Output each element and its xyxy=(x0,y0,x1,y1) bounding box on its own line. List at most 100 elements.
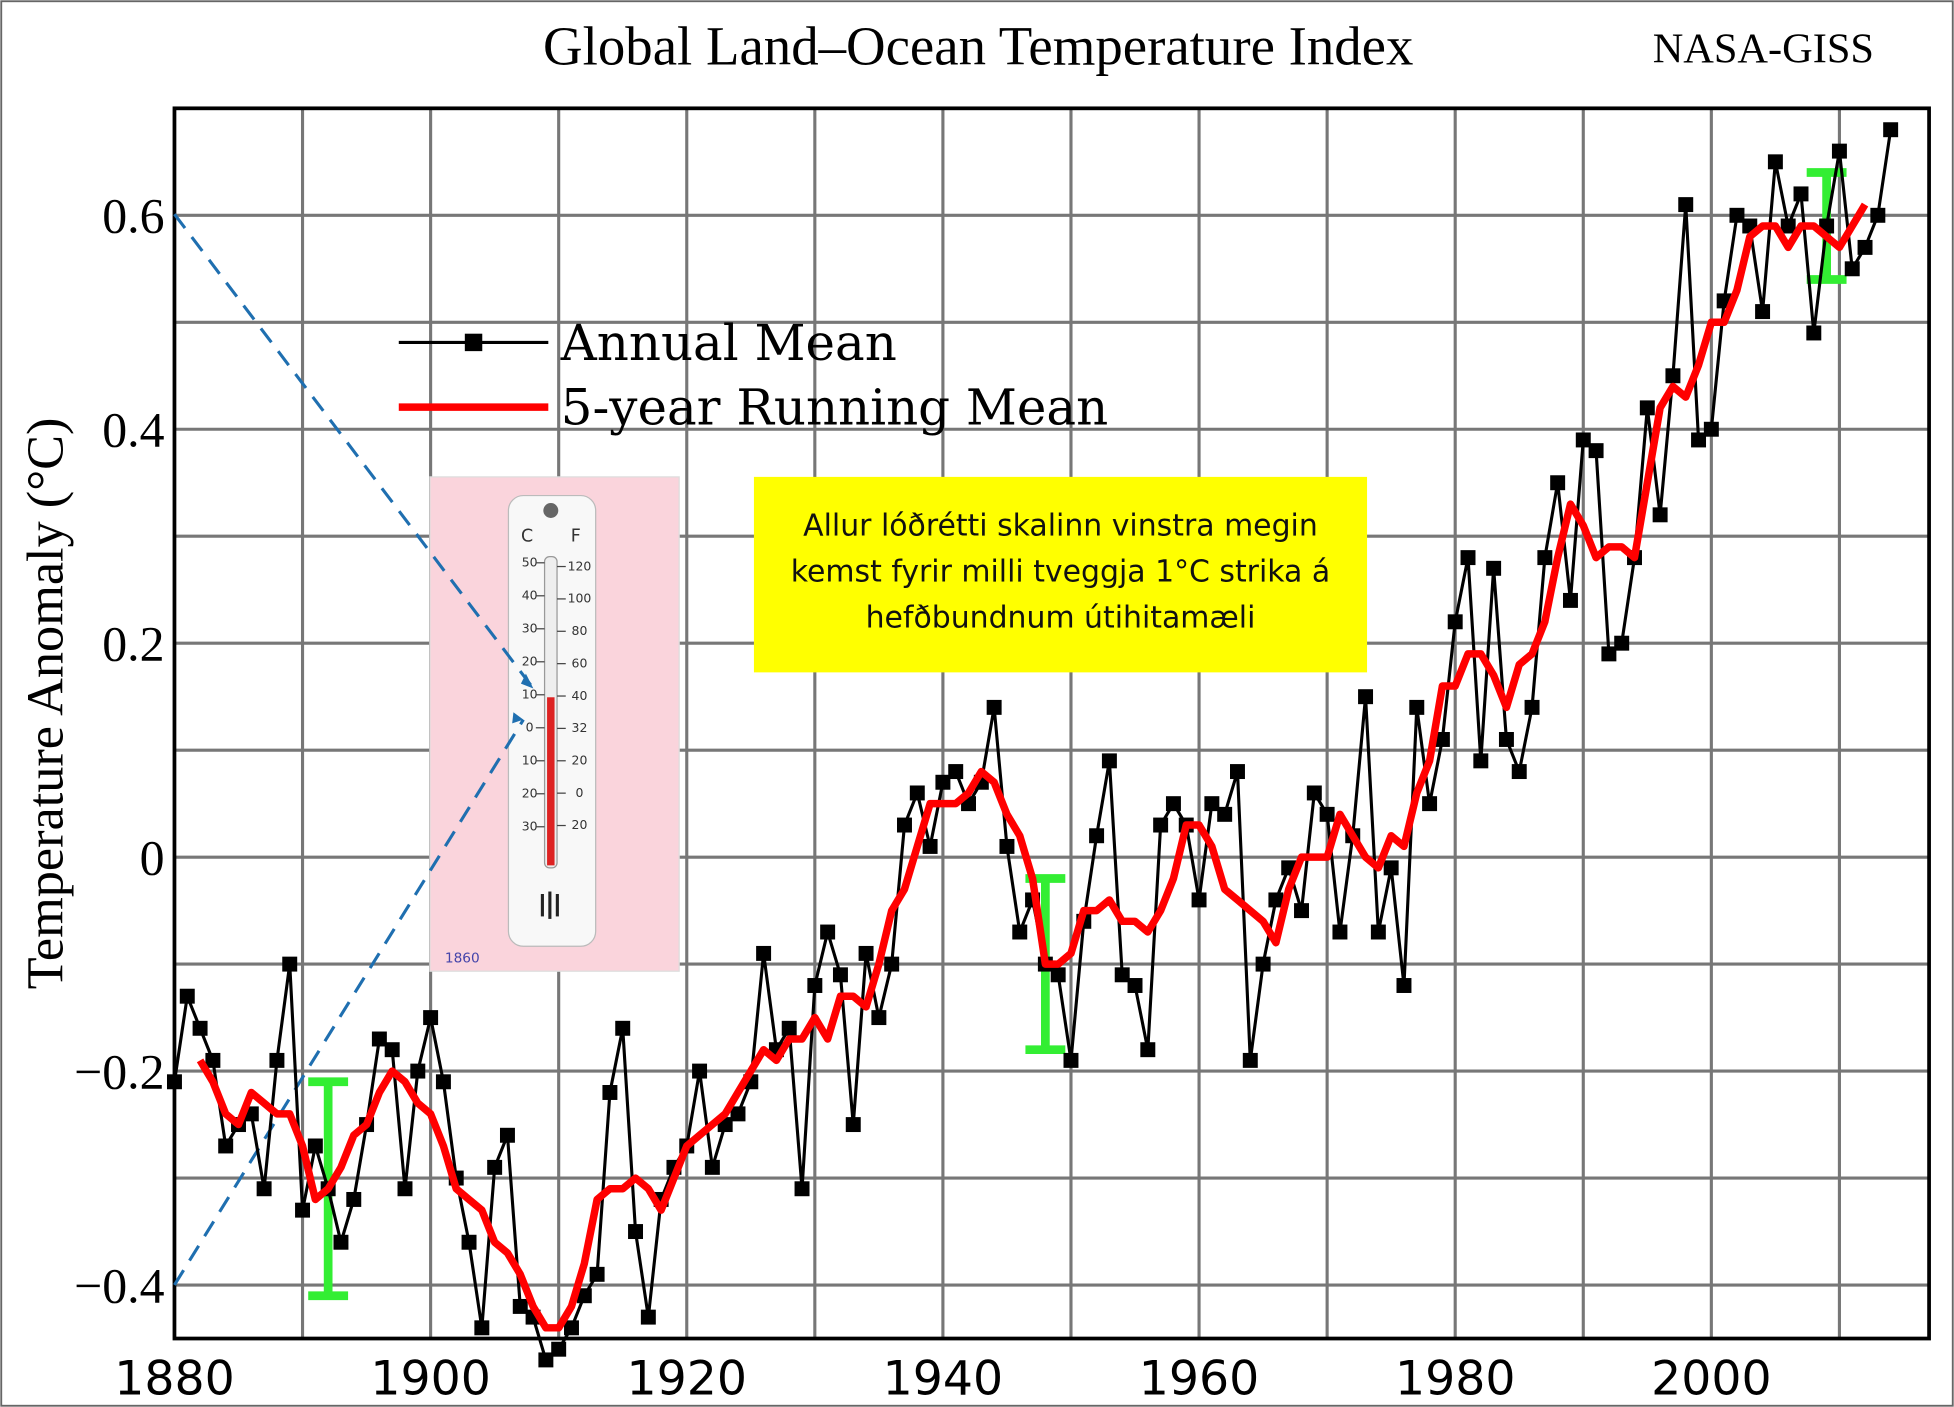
data-point xyxy=(730,1106,746,1122)
fahrenheit-label: 0 xyxy=(576,785,584,800)
data-point xyxy=(256,1181,272,1197)
celsius-label: 20 xyxy=(522,654,538,669)
data-point xyxy=(935,774,951,790)
data-point xyxy=(461,1234,477,1250)
data-point xyxy=(897,817,912,833)
fahrenheit-label: 20 xyxy=(572,753,588,768)
data-point xyxy=(1332,924,1348,940)
x-tick-label: 1880 xyxy=(114,1352,235,1407)
data-point xyxy=(1268,892,1284,908)
annotation-box xyxy=(753,476,1368,673)
data-point xyxy=(1370,924,1386,940)
data-point xyxy=(1831,143,1847,159)
data-point xyxy=(1601,646,1617,662)
data-point xyxy=(1191,892,1207,908)
y-tick-label: −0.4 xyxy=(74,1258,164,1313)
data-point xyxy=(397,1181,413,1197)
legend-label: Annual Mean xyxy=(560,314,897,372)
data-point xyxy=(628,1224,644,1240)
chart-title: Global Land–Ocean Temperature Index xyxy=(543,16,1413,77)
data-point xyxy=(1217,806,1233,822)
x-tick-label: 1940 xyxy=(883,1352,1004,1407)
data-point xyxy=(474,1320,490,1336)
source-label: NASA-GISS xyxy=(1653,25,1874,72)
pointer-lines xyxy=(173,213,535,1286)
data-point xyxy=(884,956,900,972)
x-tick-label: 1980 xyxy=(1395,1352,1516,1407)
data-point xyxy=(1550,475,1566,491)
data-point xyxy=(1063,1052,1079,1068)
pointer-line xyxy=(173,718,525,1286)
data-point xyxy=(551,1341,567,1357)
thermometer-grip xyxy=(540,891,559,919)
data-point xyxy=(1883,122,1899,138)
data-point xyxy=(205,1052,221,1068)
data-point xyxy=(1012,924,1028,940)
data-point xyxy=(1691,432,1707,448)
data-point xyxy=(1703,421,1719,437)
data-point xyxy=(1780,218,1796,234)
plot-border xyxy=(172,106,1931,1341)
annotation-text: Allur lóðrétti skalinn vinstra megin xyxy=(803,508,1318,543)
data-point xyxy=(192,1020,208,1036)
data-point xyxy=(1614,635,1630,651)
y-tick-label: 0 xyxy=(140,831,165,886)
data-point xyxy=(295,1202,311,1218)
data-point xyxy=(1153,817,1169,833)
legend-label: 5-year Running Mean xyxy=(561,379,1108,437)
celsius-label: 30 xyxy=(522,819,538,834)
data-point xyxy=(1473,753,1489,769)
data-point xyxy=(410,1063,426,1079)
data-point xyxy=(166,1074,182,1090)
data-point xyxy=(589,1266,605,1282)
data-point xyxy=(986,699,1002,715)
data-point xyxy=(499,1127,515,1143)
data-point xyxy=(1562,592,1578,608)
data-point xyxy=(1242,1052,1258,1068)
data-point xyxy=(487,1159,503,1175)
data-point xyxy=(1767,154,1783,170)
data-point xyxy=(371,1031,387,1047)
celsius-label: 10 xyxy=(522,753,538,768)
y-tick-label: 0.4 xyxy=(102,403,164,458)
celsius-label: 40 xyxy=(522,588,538,603)
fahrenheit-label: 20 xyxy=(572,817,588,832)
data-point xyxy=(756,945,772,961)
data-point xyxy=(1665,368,1681,384)
data-point xyxy=(1857,239,1873,255)
data-point xyxy=(423,1010,439,1026)
fahrenheit-unit: F xyxy=(571,527,581,547)
data-point xyxy=(1089,828,1105,844)
data-point xyxy=(269,1052,285,1068)
data-point xyxy=(1793,186,1809,202)
data-point xyxy=(1230,764,1245,780)
data-point xyxy=(1114,967,1130,983)
grip-line xyxy=(548,891,552,919)
grip-line xyxy=(555,894,559,917)
data-point xyxy=(346,1191,362,1207)
data-point xyxy=(1050,967,1066,983)
data-point xyxy=(922,838,938,854)
data-point xyxy=(1870,207,1886,223)
fahrenheit-label: 40 xyxy=(572,688,588,703)
thermometer: C F 1860 5040302010010203012010080604032… xyxy=(429,476,680,972)
data-point xyxy=(1447,614,1463,630)
data-point xyxy=(1255,956,1271,972)
data-point xyxy=(1755,304,1771,320)
data-point xyxy=(781,1020,797,1036)
data-point xyxy=(1358,689,1374,705)
data-point xyxy=(1422,796,1438,812)
data-point xyxy=(1486,560,1502,576)
data-point xyxy=(640,1309,656,1325)
y-tick-label: −0.2 xyxy=(74,1045,164,1100)
pointer-line xyxy=(173,213,535,690)
data-point xyxy=(435,1074,451,1090)
data-point xyxy=(807,978,823,993)
y-axis-label: Temperature Anomaly (°C) xyxy=(16,418,74,990)
data-point xyxy=(1537,550,1553,566)
data-point xyxy=(794,1181,810,1197)
celsius-label: 30 xyxy=(522,621,538,636)
data-point xyxy=(832,967,848,983)
